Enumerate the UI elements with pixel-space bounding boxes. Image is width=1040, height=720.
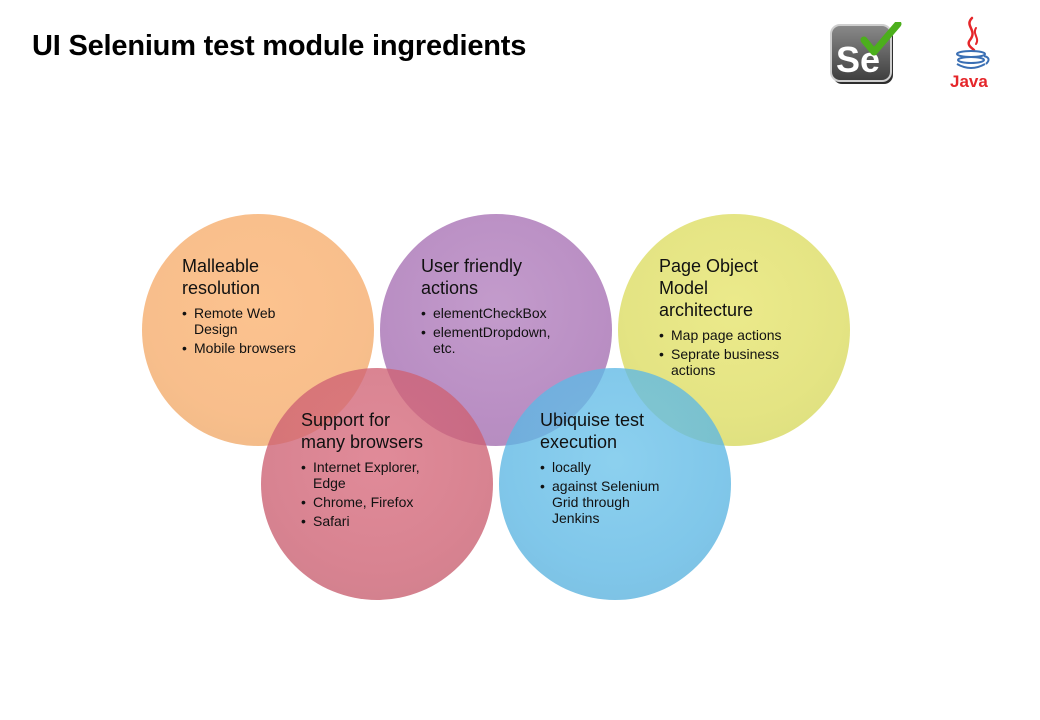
- circle-heading: Support for many browsers: [301, 410, 424, 452]
- bullet-list: elementCheckBox elementDropdown, etc.: [421, 305, 601, 356]
- selenium-logo-body: [830, 24, 892, 82]
- circle-text-page-object: Page Object Model architecture Map page …: [659, 255, 839, 381]
- bullet-item: locally: [540, 459, 720, 475]
- bullet-item: elementDropdown, etc.: [421, 324, 601, 356]
- java-cup-base: [956, 63, 986, 69]
- bullet-list: Remote Web Design Mobile browsers: [182, 305, 362, 356]
- bullet-item: against Selenium Grid through Jenkins: [540, 478, 720, 526]
- circle-text-malleable: Malleable resolution Remote Web Design M…: [182, 255, 362, 359]
- check-icon: [860, 22, 902, 56]
- circle-text-ubiquise: Ubiquise test execution locally against …: [540, 409, 720, 529]
- selenium-logo: Se: [830, 22, 902, 84]
- bullet-list: Map page actions Seprate business action…: [659, 327, 839, 378]
- circle-heading: Malleable resolution: [182, 256, 261, 298]
- java-steam-icon-small: [973, 27, 979, 45]
- circle-text-support: Support for many browsers Internet Explo…: [301, 409, 481, 532]
- bullet-item: Chrome, Firefox: [301, 494, 481, 510]
- bullet-item: Safari: [301, 513, 481, 529]
- bullet-item: Seprate business actions: [659, 346, 839, 378]
- bullet-item: Mobile browsers: [182, 340, 362, 356]
- bullet-item: Internet Explorer, Edge: [301, 459, 481, 491]
- page-title: UI Selenium test module ingredients: [32, 30, 527, 62]
- circle-text-user-friendly: User friendly actions elementCheckBox el…: [421, 255, 601, 359]
- circle-heading: Page Object Model architecture: [659, 256, 759, 320]
- bullet-item: Map page actions: [659, 327, 839, 343]
- circle-heading: User friendly actions: [421, 256, 523, 298]
- bullet-item: Remote Web Design: [182, 305, 362, 337]
- java-logo-text: Java: [950, 72, 988, 91]
- bullet-list: Internet Explorer, Edge Chrome, Firefox …: [301, 459, 481, 529]
- bullet-list: locally against Selenium Grid through Je…: [540, 459, 720, 526]
- java-steam-icon: [967, 16, 976, 52]
- circle-heading: Ubiquise test execution: [540, 410, 645, 452]
- bullet-item: elementCheckBox: [421, 305, 601, 321]
- java-cup-handle: [983, 55, 990, 65]
- java-cup-ring-2: [957, 56, 985, 64]
- java-logo: Java: [950, 16, 990, 91]
- selenium-logo-text: Se: [836, 39, 880, 80]
